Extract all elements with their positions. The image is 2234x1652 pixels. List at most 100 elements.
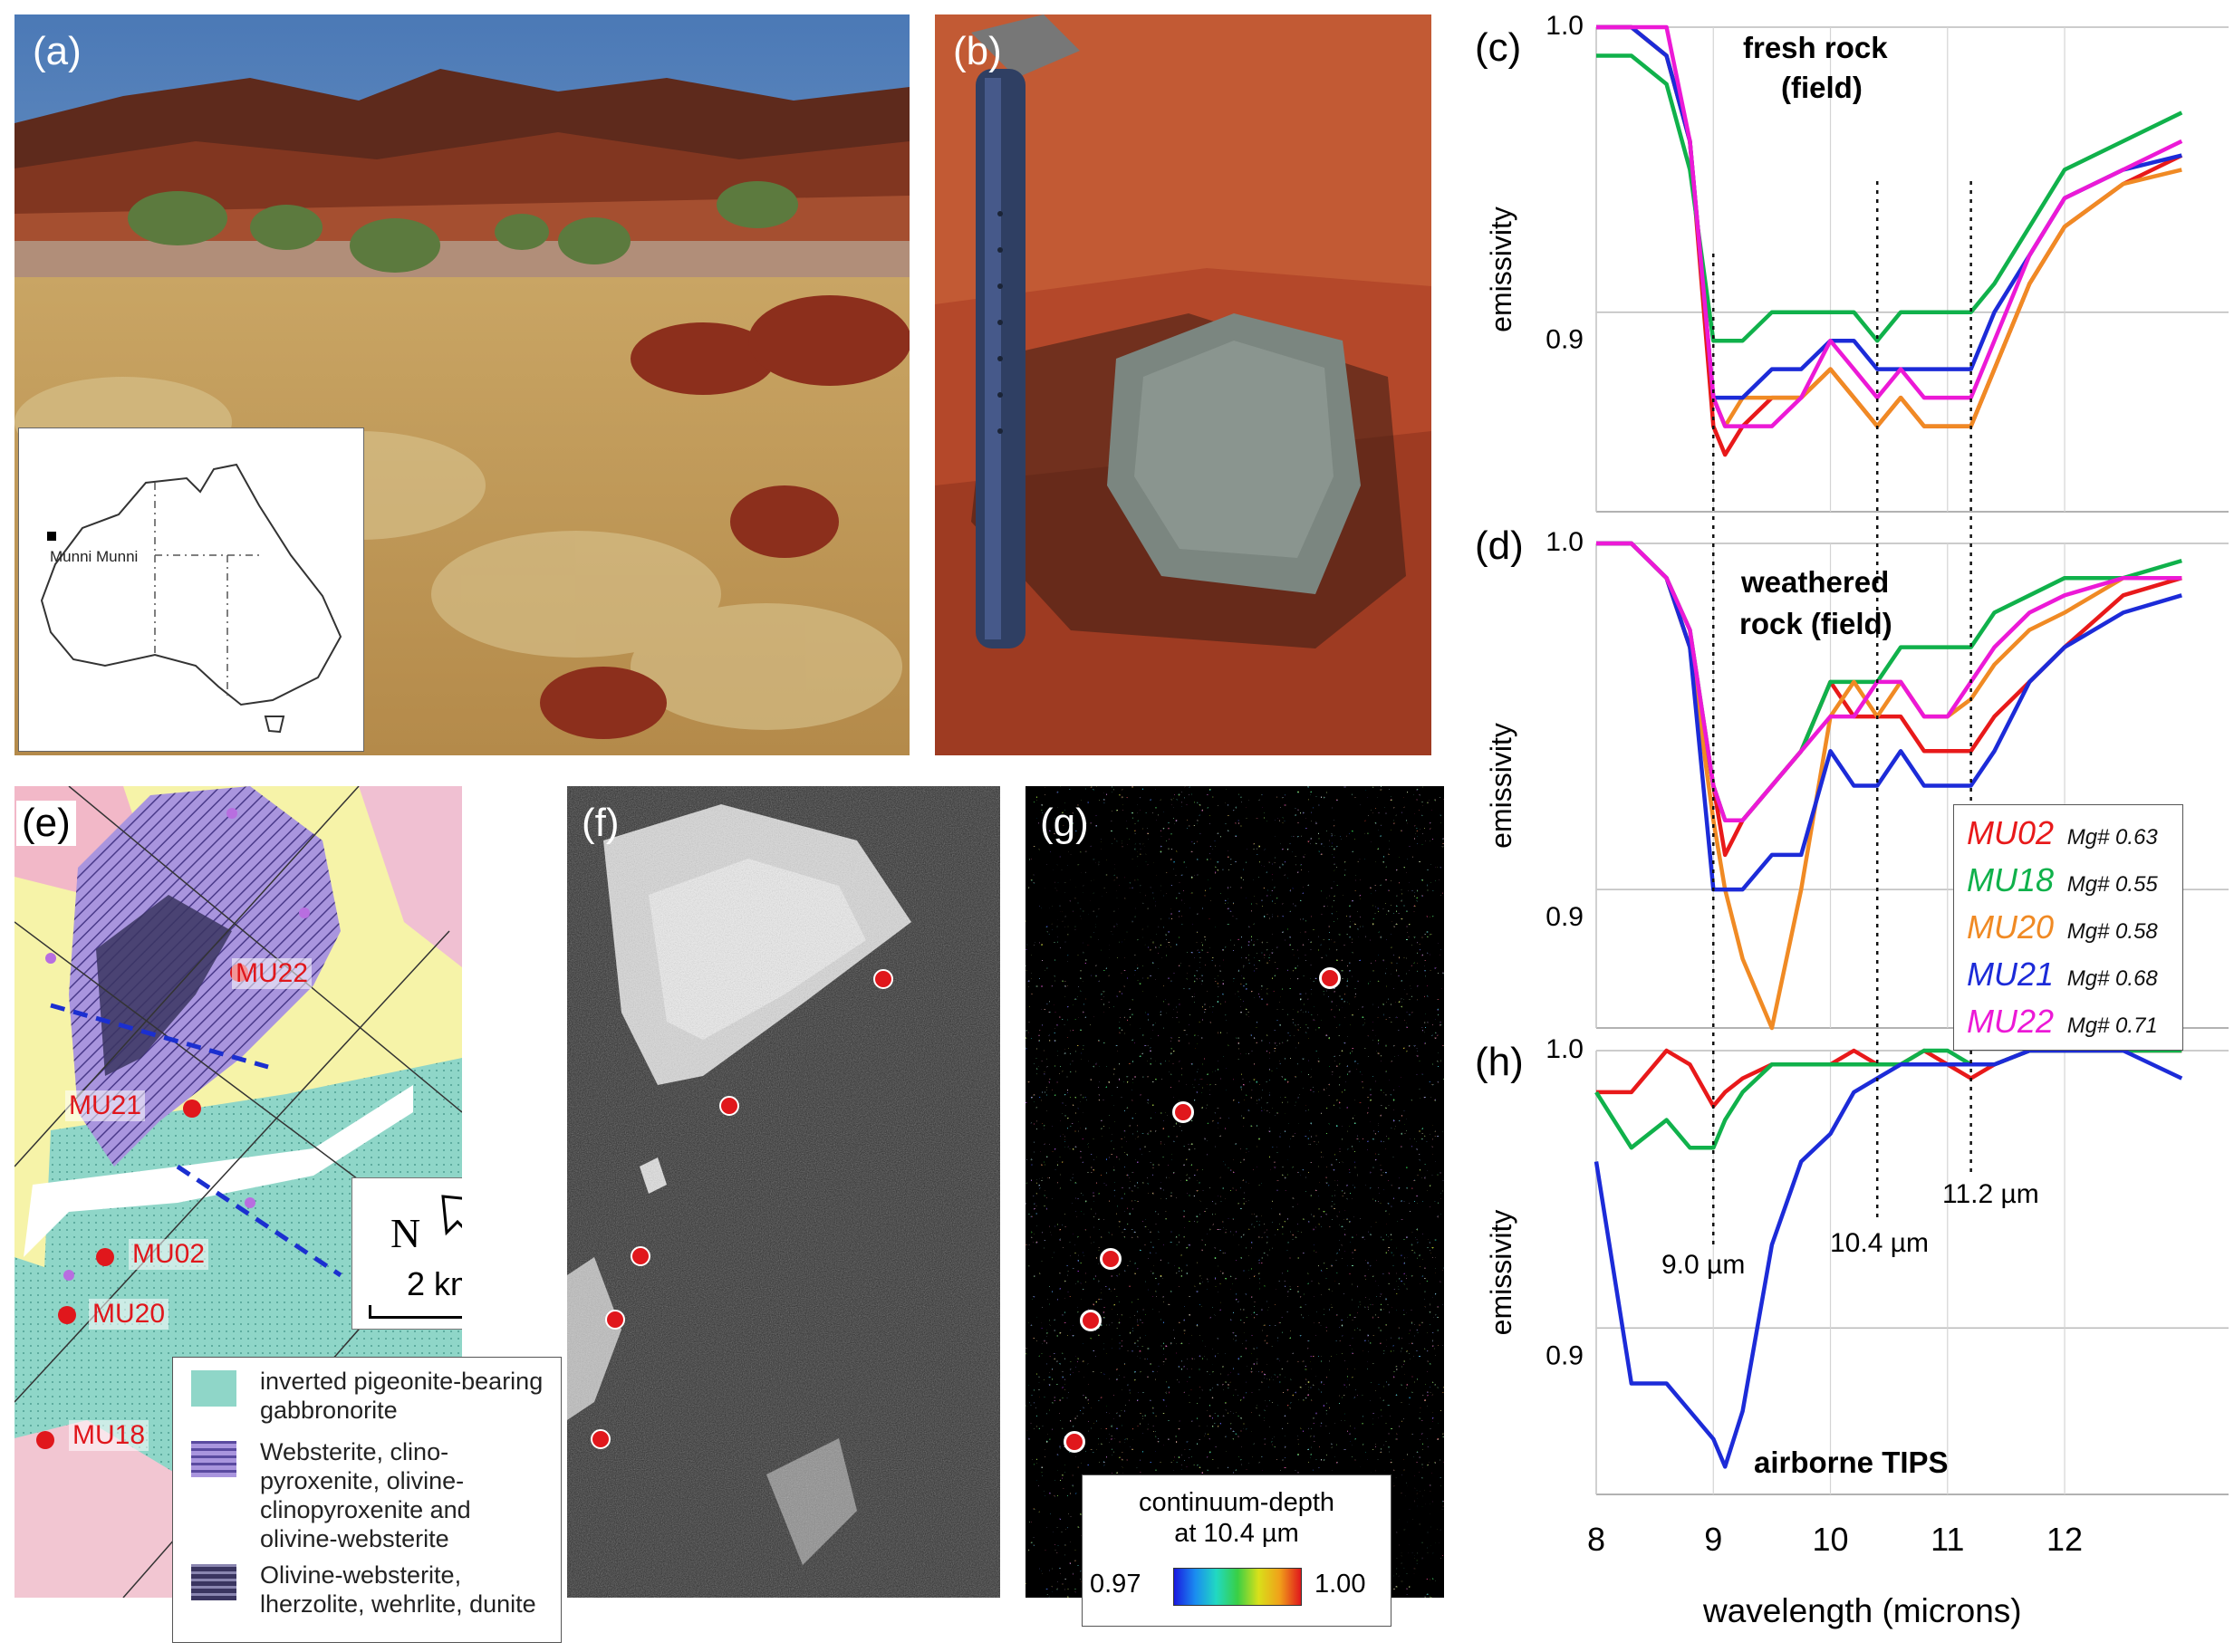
y-tick-label-d-1: 0.9	[1546, 902, 1584, 932]
panel-label-b: (b)	[953, 29, 1002, 73]
title-c-line2: (field)	[1781, 71, 1863, 104]
y-axis-title-c: emissivity	[1485, 206, 1517, 332]
annotation-h: airborne TIPS	[1754, 1446, 1949, 1479]
x-tick-label-4: 12	[2046, 1521, 2083, 1558]
rock-illustration	[935, 14, 1431, 755]
y-tick-label-c-0: 1.0	[1546, 11, 1584, 41]
legend-swatch-websterite	[191, 1441, 236, 1477]
site-label-mu20: MU20	[89, 1299, 169, 1330]
location-marker	[47, 532, 56, 541]
marker-label-9: 9.0 µm	[1661, 1250, 1746, 1280]
image-grayscale: (f)	[567, 786, 1000, 1598]
legend-sample-name: MU18	[1967, 861, 2055, 898]
map-legend: inverted pigeonite-bearing gabbronorite …	[172, 1357, 562, 1643]
grayscale-illustration	[567, 786, 1000, 1598]
site-marker-g-4	[1080, 1310, 1102, 1331]
x-axis-title: wavelength (microns)	[1703, 1592, 2022, 1629]
x-tick-label-2: 10	[1812, 1521, 1848, 1558]
y-tick-label-c-1: 0.9	[1546, 325, 1584, 355]
site-marker-mu21	[183, 1100, 201, 1118]
legend-sample-name: MU20	[1967, 908, 2055, 946]
title-d-line1: weathered	[1741, 565, 1890, 599]
site-label-mu22: MU22	[232, 958, 313, 989]
title-d-line2: rock (field)	[1739, 607, 1892, 640]
panel-label-f: (f)	[582, 801, 620, 845]
marker-label-10: 10.4 µm	[1830, 1228, 1929, 1258]
x-tick-label-0: 8	[1587, 1521, 1605, 1558]
series-line-h-mu18	[1594, 1048, 2182, 1150]
north-scale-box: N 2 km	[351, 1177, 462, 1330]
x-tick-label-1: 9	[1704, 1521, 1722, 1558]
legend-sample-name: MU22	[1967, 1003, 2055, 1040]
panel-label-a: (a)	[33, 29, 82, 73]
scale-label: 2 km	[407, 1265, 462, 1302]
series-line-c-mu21	[1596, 24, 2182, 400]
legend-row-mu18: MU18 Mg# 0.55	[1967, 861, 2158, 899]
legend-text-websterite: Websterite, clino-pyroxenite, olivine-cl…	[260, 1438, 471, 1552]
inset-map: Munni Munni	[18, 427, 364, 752]
photo-rock-sample: (b)	[935, 14, 1431, 755]
x-tick-label-3: 11	[1931, 1521, 1964, 1558]
site-label-mu21: MU21	[65, 1090, 146, 1121]
panel-label-d: (d)	[1475, 523, 1524, 568]
series-line-c-mu18	[1596, 53, 2183, 343]
panel-label-e: (e)	[16, 801, 76, 846]
legend-mg-number: Mg# 0.55	[2061, 872, 2158, 897]
scale-bar	[369, 1305, 462, 1319]
marker-label-11: 11.2 µm	[1942, 1179, 2039, 1209]
legend-mg-number: Mg# 0.63	[2061, 825, 2158, 850]
colorbar-title-2: at 10.4 µm	[1174, 1519, 1299, 1548]
site-marker-g-5	[1064, 1431, 1085, 1453]
panel-label-c: (c)	[1475, 25, 1522, 70]
panel-label-g: (g)	[1040, 801, 1089, 845]
site-label-mu02: MU02	[129, 1239, 209, 1270]
legend-sample-name: MU02	[1967, 814, 2055, 851]
legend-text-gabbronorite: inverted pigeonite-bearing gabbronorite	[260, 1368, 544, 1424]
sample-legend: MU02 Mg# 0.63 MU18 Mg# 0.55 MU20 Mg# 0.58 M…	[1953, 804, 2183, 1051]
photo-landscape: (a) Munni Munni	[14, 14, 910, 755]
site-marker-mu20	[58, 1306, 76, 1324]
north-arrow-icon	[441, 1195, 462, 1236]
legend-swatch-gabbronorite	[191, 1370, 236, 1407]
legend-mg-number: Mg# 0.58	[2061, 919, 2158, 944]
y-axis-title-h: emissivity	[1485, 1210, 1517, 1336]
site-marker-mu02	[96, 1248, 114, 1266]
legend-row-mu22: MU22 Mg# 0.71	[1967, 1003, 2158, 1041]
colorbar-title-1: continuum-depth	[1138, 1488, 1335, 1517]
legend-mg-number: Mg# 0.68	[2061, 966, 2158, 991]
site-marker-f-1	[873, 969, 893, 989]
geological-map: (e) MU22 MU21 MU02 MU20 MU18 N 2 km	[14, 786, 462, 1598]
y-tick-label-h-1: 0.9	[1546, 1340, 1584, 1370]
colorbar-max: 1.00	[1314, 1570, 1366, 1599]
y-tick-label-h-0: 1.0	[1546, 1034, 1584, 1064]
site-label-mu18: MU18	[69, 1420, 149, 1451]
legend-sample-name: MU21	[1967, 956, 2055, 993]
legend-row-mu20: MU20 Mg# 0.58	[1967, 908, 2158, 946]
series-line-h-mu02	[1596, 1048, 2182, 1109]
site-marker-g-3	[1100, 1248, 1122, 1270]
site-marker-f-4	[605, 1310, 625, 1330]
series-line-c-mu22	[1596, 24, 2183, 428]
site-marker-mu18	[36, 1431, 54, 1449]
series-line-c-mu02	[1596, 24, 2183, 457]
panel-label-h: (h)	[1475, 1040, 1524, 1084]
series-line-c-mu20	[1596, 24, 2182, 428]
legend-mg-number: Mg# 0.71	[2061, 1013, 2158, 1038]
legend-row-mu02: MU02 Mg# 0.63	[1967, 814, 2158, 852]
title-c-line1: fresh rock	[1743, 31, 1888, 64]
site-marker-f-2	[719, 1096, 739, 1116]
legend-text-olivine: Olivine-websterite, lherzolite, wehrlite…	[260, 1561, 536, 1618]
site-marker-g-1	[1319, 967, 1341, 989]
y-axis-title-d: emissivity	[1485, 723, 1517, 849]
site-marker-f-5	[591, 1429, 611, 1449]
australia-outline	[40, 463, 342, 734]
north-label: N	[390, 1210, 421, 1256]
legend-swatch-olivine	[191, 1564, 236, 1600]
colorbar-gradient	[1173, 1568, 1302, 1606]
inset-place-label: Munni Munni	[50, 548, 139, 565]
colorbar-box: continuum-depth at 10.4 µm 0.97 1.00	[1082, 1474, 1391, 1627]
legend-row-mu21: MU21 Mg# 0.68	[1967, 956, 2158, 994]
colorbar-min: 0.97	[1090, 1570, 1141, 1599]
y-tick-label-d-0: 1.0	[1546, 527, 1584, 557]
site-marker-f-3	[631, 1246, 650, 1266]
